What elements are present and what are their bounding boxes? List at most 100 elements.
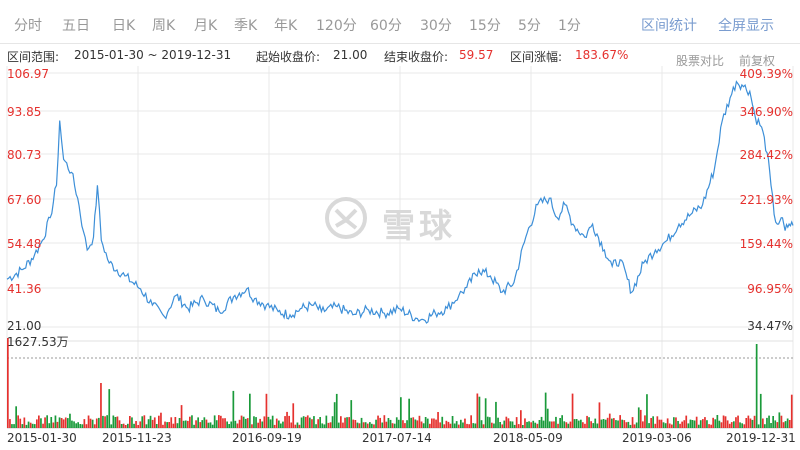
xueqiu-logo-icon bbox=[325, 197, 367, 239]
volume-bar bbox=[36, 419, 38, 428]
range-stats-button[interactable]: 区间统计 bbox=[641, 18, 697, 34]
volume-bar bbox=[13, 424, 15, 428]
volume-bar bbox=[557, 423, 559, 428]
volume-bar bbox=[416, 420, 419, 428]
volume-bar bbox=[389, 419, 392, 428]
volume-bar bbox=[759, 393, 762, 428]
tab-five-day[interactable]: 五日 bbox=[62, 18, 90, 34]
volume-bar bbox=[38, 415, 40, 428]
tab-month-k[interactable]: 月K bbox=[194, 18, 218, 34]
watermark-text: 雪球 bbox=[382, 206, 456, 245]
tab-day-k[interactable]: 日K bbox=[112, 18, 136, 34]
volume-bar bbox=[143, 415, 146, 428]
volume-bar bbox=[573, 419, 576, 428]
volume-bar bbox=[410, 417, 412, 428]
volume-bar bbox=[575, 419, 578, 428]
volume-bar bbox=[565, 422, 568, 428]
volume-bar bbox=[129, 416, 131, 428]
volume-bar bbox=[660, 419, 663, 428]
volume-bar bbox=[580, 419, 582, 428]
volume-bar bbox=[604, 419, 607, 428]
volume-bar bbox=[7, 338, 9, 428]
adjust-mode-button[interactable]: 前复权 bbox=[739, 54, 776, 68]
x-axis-label: 2017-07-14 bbox=[362, 431, 432, 445]
volume-bar bbox=[164, 421, 166, 428]
volume-bar bbox=[108, 389, 111, 428]
volume-bar bbox=[371, 423, 373, 428]
volume-bar bbox=[426, 418, 429, 428]
change-value: 183.67% bbox=[575, 48, 629, 62]
volume-bar bbox=[71, 420, 73, 428]
volume-bar bbox=[567, 423, 570, 428]
volume-bar bbox=[548, 421, 551, 428]
volume-bar bbox=[73, 421, 75, 428]
volume-bar bbox=[503, 420, 506, 428]
volume-bar bbox=[656, 416, 659, 428]
price-axis-label: 93.85 bbox=[7, 105, 42, 119]
tab-15min[interactable]: 15分 bbox=[469, 18, 501, 34]
volume-bar bbox=[19, 418, 22, 428]
tab-1min[interactable]: 1分 bbox=[558, 18, 581, 34]
volume-bar bbox=[240, 415, 243, 428]
tab-week-k[interactable]: 周K bbox=[152, 18, 176, 34]
volume-bar bbox=[526, 421, 528, 428]
volume-bar bbox=[360, 417, 363, 428]
volume-bar bbox=[664, 423, 667, 428]
volume-bar bbox=[259, 418, 261, 428]
volume-bar bbox=[437, 412, 439, 428]
volume-bar bbox=[424, 417, 427, 428]
volume-bar bbox=[497, 417, 499, 428]
volume-bar bbox=[261, 421, 264, 428]
volume-bar bbox=[379, 417, 381, 428]
volume-bar bbox=[788, 420, 791, 428]
volume-bar bbox=[337, 422, 340, 428]
volume-bar bbox=[606, 417, 609, 428]
volume-bar bbox=[366, 423, 369, 428]
volume-bar bbox=[642, 421, 644, 428]
volume-bar bbox=[720, 422, 723, 428]
volume-bar bbox=[83, 419, 86, 428]
tab-year-k[interactable]: 年K bbox=[274, 18, 298, 34]
volume-bar bbox=[555, 416, 557, 428]
range-value: 2015-01-30 ~ 2019-12-31 bbox=[74, 48, 232, 62]
volume-bar bbox=[505, 416, 508, 428]
volume-bar bbox=[509, 421, 512, 428]
volume-bar bbox=[350, 400, 353, 428]
volume-bar bbox=[155, 424, 158, 428]
tab-120min[interactable]: 120分 bbox=[316, 18, 357, 34]
volume-bar bbox=[98, 417, 100, 428]
tab-30min[interactable]: 30分 bbox=[420, 18, 452, 34]
price-axis-label: 21.00 bbox=[7, 319, 42, 333]
volume-bar bbox=[402, 420, 404, 428]
volume-bar bbox=[197, 417, 199, 428]
volume-bar bbox=[304, 416, 307, 428]
stock-compare-button[interactable]: 股票对比 bbox=[676, 54, 725, 68]
volume-bar bbox=[406, 420, 408, 428]
volume-bar bbox=[246, 418, 249, 428]
volume-bar bbox=[704, 417, 706, 428]
tab-5min[interactable]: 5分 bbox=[518, 18, 541, 34]
volume-bar bbox=[404, 423, 406, 428]
tab-60min[interactable]: 60分 bbox=[370, 18, 402, 34]
volume-bar bbox=[230, 421, 233, 428]
range-label: 区间范围: bbox=[7, 50, 60, 64]
tab-quarter-k[interactable]: 季K bbox=[234, 18, 258, 34]
volume-bar bbox=[718, 420, 721, 428]
fullscreen-button[interactable]: 全屏显示 bbox=[718, 18, 774, 34]
pct-axis-label: 221.93% bbox=[739, 193, 793, 207]
volume-bar bbox=[364, 422, 367, 428]
volume-bar bbox=[662, 422, 665, 428]
volume-bar bbox=[282, 421, 284, 428]
volume-bar bbox=[596, 423, 599, 428]
volume-bar bbox=[455, 421, 458, 428]
volume-bar bbox=[476, 393, 479, 428]
volume-bar bbox=[528, 421, 530, 428]
volume-bar bbox=[153, 417, 156, 428]
volume-bar bbox=[62, 419, 65, 428]
volume-bar bbox=[600, 419, 603, 428]
volume-bar bbox=[158, 415, 160, 428]
tab-fenshi[interactable]: 分时 bbox=[14, 18, 42, 34]
volume-bar bbox=[385, 421, 388, 428]
volume-bar bbox=[395, 417, 398, 428]
